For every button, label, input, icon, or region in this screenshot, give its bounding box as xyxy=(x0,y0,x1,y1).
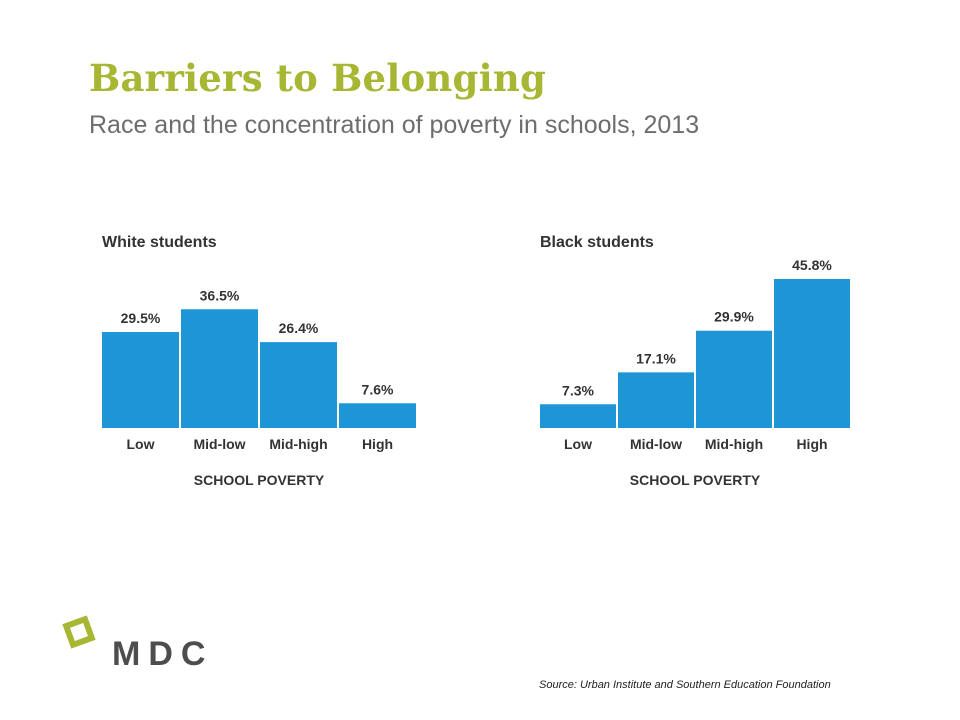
category-label: High xyxy=(796,436,827,452)
data-label: 29.9% xyxy=(714,309,754,325)
logo-text: MDC xyxy=(112,635,213,673)
black-students-chart: Black students 7.3% Low 17.1% Mid-low 29.9% Mi… xyxy=(540,234,850,488)
slide-title: Barriers to Belonging xyxy=(89,56,547,100)
bar-mid-low xyxy=(181,309,258,428)
mdc-logo: MDC xyxy=(60,615,230,680)
x-axis-label: SCHOOL POVERTY xyxy=(630,472,761,488)
data-label: 26.4% xyxy=(279,320,319,336)
category-label: Mid-high xyxy=(269,436,327,452)
chart-title: Black students xyxy=(540,234,654,251)
bar-mid-high xyxy=(696,330,772,428)
category-label: Low xyxy=(127,436,155,452)
slide-subtitle: Race and the concentration of poverty in… xyxy=(89,111,700,139)
data-label: 7.3% xyxy=(562,382,594,398)
source-note: Source: Urban Institute and Southern Edu… xyxy=(539,679,831,691)
logo-diamond-icon xyxy=(62,615,96,649)
bar-low xyxy=(102,332,179,428)
category-label: Low xyxy=(564,436,592,452)
data-label: 36.5% xyxy=(200,287,240,303)
bar-mid-high xyxy=(260,342,337,428)
data-label: 17.1% xyxy=(636,350,676,366)
x-axis-label: SCHOOL POVERTY xyxy=(194,472,325,488)
bar-high xyxy=(774,279,850,428)
category-label: Mid-low xyxy=(630,436,682,452)
bar-high xyxy=(339,403,416,428)
bar-mid-low xyxy=(618,372,694,428)
category-label: High xyxy=(362,436,393,452)
white-students-chart: White students 29.5% Low 36.5% Mid-low 26.4% M… xyxy=(102,234,416,488)
chart-title: White students xyxy=(102,234,217,251)
category-label: Mid-low xyxy=(193,436,245,452)
category-label: Mid-high xyxy=(705,436,763,452)
data-label: 45.8% xyxy=(792,257,832,273)
data-label: 7.6% xyxy=(362,381,394,397)
bar-low xyxy=(540,404,616,428)
data-label: 29.5% xyxy=(121,310,161,326)
